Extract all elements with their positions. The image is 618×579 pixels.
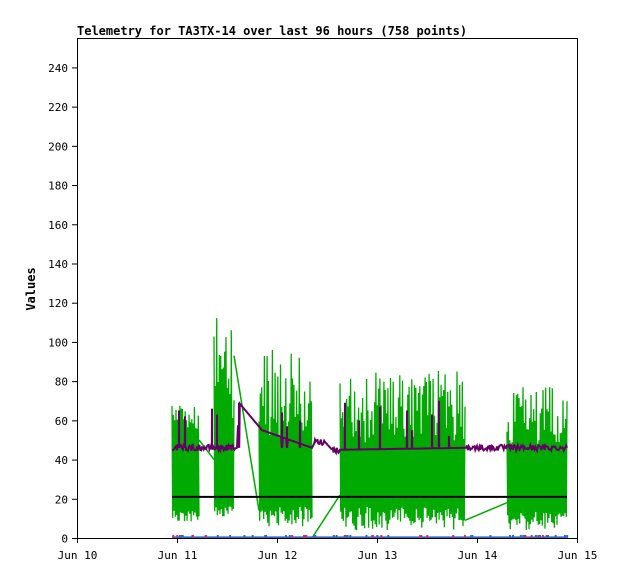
y-tick-label: 40 — [55, 454, 68, 467]
series-blue-mark — [471, 535, 474, 538]
series-blue-mark — [545, 535, 548, 538]
y-tick-label: 80 — [55, 376, 68, 389]
series-blue-mark — [376, 535, 379, 538]
y-axis-label: Values — [24, 267, 38, 310]
series-blue-mark — [346, 535, 349, 538]
series-blue-mark — [546, 535, 549, 538]
plot-area — [171, 318, 569, 538]
y-tick-label: 240 — [48, 62, 68, 75]
chart-title: Telemetry for TA3TX-14 over last 96 hour… — [77, 24, 467, 38]
series-blue-mark — [566, 535, 569, 538]
x-tick-label: Jun 12 — [258, 549, 298, 562]
series-blue-mark — [537, 535, 540, 538]
series-blue-mark — [419, 535, 422, 538]
series-blue-mark — [344, 535, 347, 538]
series-blue-mark — [463, 535, 466, 538]
series-blue-mark — [511, 535, 514, 538]
y-tick-label: 100 — [48, 336, 68, 349]
series-blue-mark — [452, 535, 455, 538]
series-blue-mark — [365, 535, 368, 538]
series-blue-mark — [265, 535, 268, 538]
series-blue-mark — [314, 535, 317, 538]
series-blue-mark — [420, 535, 423, 538]
x-tick-label: Jun 14 — [458, 549, 498, 562]
series-blue-mark — [179, 535, 182, 538]
series-blue-mark — [176, 535, 179, 538]
series-green-segment — [258, 349, 313, 527]
series-blue-mark — [387, 535, 390, 538]
series-blue-mark — [180, 535, 183, 538]
y-tick-label: 200 — [48, 140, 68, 153]
y-tick-label: 20 — [55, 493, 68, 506]
series-blue-mark — [530, 535, 533, 538]
y-tick-label: 140 — [48, 258, 68, 271]
series-green-segment — [506, 387, 568, 531]
y-tick-label: 120 — [48, 297, 68, 310]
y-tick-label: 220 — [48, 101, 68, 114]
x-tick-label: Jun 10 — [58, 549, 98, 562]
y-tick-label: 180 — [48, 180, 68, 193]
series-blue-mark — [335, 535, 338, 538]
series-blue-mark — [470, 535, 473, 538]
series-green-gap-line — [464, 502, 508, 522]
series-blue-mark — [563, 535, 566, 538]
series-blue-mark — [332, 535, 335, 538]
series-blue-mark — [204, 535, 207, 538]
series-blue-mark — [426, 535, 429, 538]
series-blue-mark — [508, 535, 511, 538]
x-tick-label: Jun 15 — [558, 549, 598, 562]
series-green-gap-line — [233, 355, 260, 511]
series-blue-mark — [284, 535, 287, 538]
series-blue-mark — [192, 535, 195, 538]
series-blue-mark — [216, 535, 219, 538]
series-blue-mark — [524, 535, 527, 538]
series-blue-mark — [554, 535, 557, 538]
series-blue-mark — [380, 535, 383, 538]
y-axis: 0 20 40 60 80 100 120 140 160 180 200 220 240 — [48, 62, 77, 546]
series-blue-mark — [304, 535, 307, 538]
series-blue-mark — [534, 535, 537, 538]
y-tick-label: 160 — [48, 219, 68, 232]
series-blue-mark — [519, 535, 522, 538]
series-blue-mark — [291, 535, 294, 538]
series-blue-mark — [229, 535, 232, 538]
series-blue-mark — [541, 535, 544, 538]
series-blue-mark — [243, 535, 246, 538]
series-blue-mark — [489, 535, 492, 538]
x-axis: Jun 10 Jun 11 Jun 12 Jun 13 Jun 14 Jun 15 — [58, 538, 598, 562]
series-green-segment — [213, 318, 235, 517]
series-green-gap-line — [311, 494, 341, 538]
series-blue-mark — [181, 535, 184, 538]
y-tick-label: 0 — [61, 533, 68, 546]
series-blue-mark — [172, 535, 175, 538]
series-blue-mark — [303, 535, 306, 538]
series-blue-mark — [522, 535, 525, 538]
plot-frame — [77, 38, 578, 539]
series-blue-mark — [538, 535, 541, 538]
series-blue-mark — [288, 535, 291, 538]
series-blue-mark — [371, 535, 374, 538]
series-purple-line — [171, 400, 568, 456]
series-blue-mark — [349, 535, 352, 538]
y-tick-label: 60 — [55, 415, 68, 428]
series-green-segment — [339, 370, 466, 531]
x-tick-label: Jun 11 — [158, 549, 198, 562]
series-blue-mark — [251, 535, 254, 538]
x-tick-label: Jun 13 — [358, 549, 398, 562]
